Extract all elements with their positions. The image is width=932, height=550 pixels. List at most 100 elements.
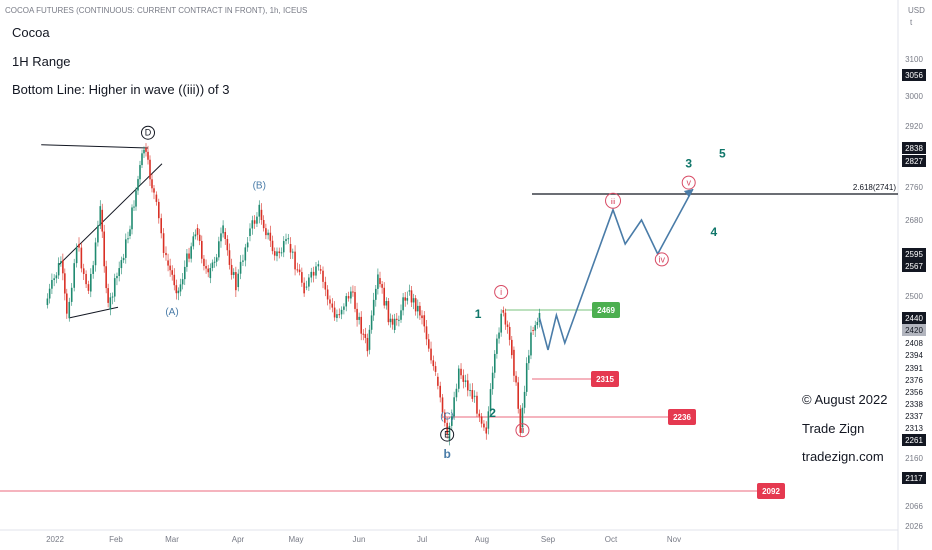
candle-body xyxy=(338,314,341,316)
candle-body xyxy=(251,220,254,229)
candle-body xyxy=(87,284,90,291)
wave-label-circle xyxy=(605,192,622,209)
candle-body xyxy=(186,253,188,267)
candle-body xyxy=(70,287,73,302)
candle-body xyxy=(457,368,460,389)
candle-body xyxy=(249,228,251,236)
symbol-title: COCOA FUTURES (CONTINUOUS: CURRENT CONTR… xyxy=(5,6,308,15)
price-badge-text: 2440 xyxy=(905,314,923,323)
candle-body xyxy=(131,207,133,230)
wave-label: i xyxy=(500,287,502,297)
wave-label: ii xyxy=(520,425,524,435)
candle-body xyxy=(282,241,285,253)
y-tick-label: 2920 xyxy=(905,122,923,131)
candle-body xyxy=(190,246,192,259)
x-tick-label: Feb xyxy=(109,535,123,544)
candle-body xyxy=(508,326,511,340)
wave-label-circle xyxy=(654,252,669,267)
level-badge-text: 2236 xyxy=(673,413,691,422)
candle-body xyxy=(296,269,299,271)
candle-body xyxy=(62,260,64,274)
price-badge-text: 2827 xyxy=(905,157,923,166)
candle-body xyxy=(441,397,444,413)
wave-label-circle xyxy=(141,125,155,140)
candle-body xyxy=(360,316,363,334)
candle-body xyxy=(66,293,68,314)
candle-body xyxy=(118,268,120,277)
candle-body xyxy=(139,165,141,180)
candle-body xyxy=(379,278,381,285)
candle-body xyxy=(239,261,242,274)
candle-body xyxy=(160,218,162,234)
candle-body xyxy=(498,332,500,339)
candle-body xyxy=(94,242,97,266)
x-tick-label: Aug xyxy=(475,535,489,544)
candle-body xyxy=(165,252,167,256)
candle-body xyxy=(158,201,160,219)
candle-body xyxy=(145,148,147,152)
projection-path xyxy=(538,188,694,351)
candle-body xyxy=(267,232,269,236)
candle-body xyxy=(129,229,131,236)
wave-label: 1 xyxy=(475,307,482,321)
candle-body xyxy=(179,284,182,292)
candle-body xyxy=(312,271,315,276)
candle-body xyxy=(228,250,231,265)
candle-body xyxy=(350,291,352,299)
price-badge-text: 2338 xyxy=(905,400,923,409)
x-tick-label: Mar xyxy=(165,535,179,544)
level-badge xyxy=(668,409,696,425)
x-tick-label: 2022 xyxy=(46,535,64,544)
price-badge-text: 2117 xyxy=(905,474,923,483)
candle-body xyxy=(153,188,155,193)
level-badge-text: 2092 xyxy=(762,487,780,496)
candle-body xyxy=(412,298,415,303)
candle-body xyxy=(242,260,244,262)
wave-label: (B) xyxy=(253,181,266,192)
x-tick-label: Jun xyxy=(353,535,366,544)
candle-body xyxy=(398,319,400,321)
level-badge xyxy=(591,371,619,387)
candle-body xyxy=(430,348,432,361)
candle-body xyxy=(60,261,62,264)
candle-body xyxy=(521,407,524,427)
wave-label: (C) xyxy=(440,412,454,423)
price-badge-text: 2394 xyxy=(905,351,923,360)
candle-body xyxy=(173,274,176,286)
level-badge-text: 2469 xyxy=(597,306,615,315)
candle-body xyxy=(352,291,354,293)
candle-body xyxy=(271,240,274,252)
candle-body xyxy=(322,270,324,282)
candle-body xyxy=(273,251,276,256)
wave-label: D xyxy=(145,128,152,138)
candle-body xyxy=(387,301,390,323)
candle-body xyxy=(476,395,478,414)
wave-label: (A) xyxy=(165,307,178,318)
candle-body xyxy=(46,298,49,306)
candle-body xyxy=(211,262,214,269)
candle-body xyxy=(258,204,261,217)
price-badge-text: 2261 xyxy=(905,436,923,445)
candle-body xyxy=(80,247,83,269)
candle-body xyxy=(469,390,471,392)
candle-body xyxy=(487,411,490,429)
brand-url[interactable]: tradezign.com xyxy=(802,449,884,464)
fib-level-label: 2.618(2741) xyxy=(853,183,896,192)
candle-body xyxy=(460,368,462,376)
price-badge-text: 2376 xyxy=(905,376,923,385)
x-tick-label: May xyxy=(288,535,303,544)
price-badges: 3056 2838 2827 2595 2567 2440 2420 2408 2394 2391… xyxy=(902,69,926,484)
candle-body xyxy=(260,209,263,221)
price-badge-text: 2391 xyxy=(905,364,923,373)
candle-body xyxy=(502,310,505,313)
candle-body xyxy=(301,272,303,283)
x-tick-label: Apr xyxy=(232,535,245,544)
candle-body xyxy=(329,299,331,304)
candle-body xyxy=(308,277,310,287)
note-instrument: Cocoa xyxy=(12,25,50,40)
candle-body xyxy=(517,382,519,409)
candle-body xyxy=(105,266,107,289)
candle-body xyxy=(111,296,114,298)
candle-body xyxy=(203,258,205,267)
